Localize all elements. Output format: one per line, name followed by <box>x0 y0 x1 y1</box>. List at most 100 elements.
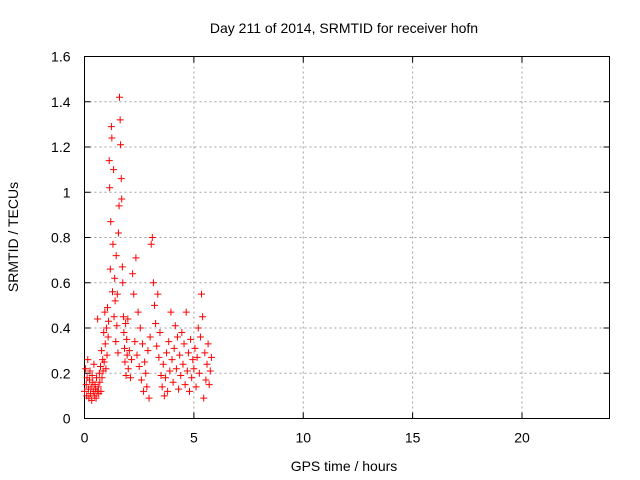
x-tick-label: 0 <box>81 430 89 446</box>
data-point <box>194 324 202 332</box>
data-point <box>191 344 199 352</box>
data-point <box>106 265 114 273</box>
data-point <box>153 342 161 350</box>
data-point <box>105 317 113 325</box>
data-point <box>87 383 95 391</box>
data-point <box>113 322 121 330</box>
data-point <box>109 240 117 248</box>
data-point <box>168 356 176 364</box>
data-point <box>181 381 189 389</box>
data-point <box>119 313 127 321</box>
data-point <box>101 308 109 316</box>
y-tick-label: 0 <box>63 411 71 427</box>
data-point <box>111 297 119 305</box>
data-point <box>94 383 102 391</box>
data-point <box>110 166 118 174</box>
data-point <box>155 353 163 361</box>
data-point <box>134 308 142 316</box>
data-point <box>108 134 116 142</box>
data-point <box>102 365 110 373</box>
data-point <box>148 234 156 241</box>
data-point <box>135 362 143 370</box>
data-point <box>170 344 178 352</box>
data-point <box>112 338 120 346</box>
data-point <box>169 378 177 386</box>
data-point <box>196 333 204 341</box>
y-tick-label: 0.2 <box>51 365 71 381</box>
data-point <box>164 387 172 395</box>
data-point <box>88 396 96 404</box>
data-point <box>117 141 125 149</box>
data-point <box>117 175 125 183</box>
data-point <box>165 338 173 346</box>
data-point <box>152 319 160 327</box>
data-point <box>199 313 207 321</box>
data-point <box>171 322 179 330</box>
data-point <box>118 195 126 203</box>
y-tick-label: 0.6 <box>51 275 71 291</box>
data-point <box>114 229 122 237</box>
data-point <box>121 358 129 366</box>
data-point <box>129 270 137 278</box>
data-point <box>175 385 183 393</box>
data-point <box>189 356 197 364</box>
data-point <box>81 387 88 395</box>
data-point <box>107 218 115 226</box>
x-axis-label: GPS time / hours <box>291 458 398 474</box>
data-point <box>141 358 149 366</box>
data-point <box>146 333 154 341</box>
data-point <box>94 315 102 323</box>
data-point <box>115 202 123 210</box>
data-point <box>92 394 100 402</box>
data-point <box>128 356 136 364</box>
tick-labels: 0 0.2 0.4 0.6 0.8 1 1.2 1.4 1.6 0 5 10 15 20 <box>51 49 530 446</box>
data-point <box>88 372 96 380</box>
data-point <box>137 376 145 384</box>
x-tick-label: 20 <box>514 430 530 446</box>
data-point <box>160 392 168 400</box>
data-point <box>143 383 151 391</box>
data-point <box>100 358 108 366</box>
data-point <box>105 157 113 165</box>
data-point <box>167 308 175 316</box>
data-point <box>100 329 108 337</box>
chart-title: Day 211 of 2014, SRMTID for receiver hof… <box>210 20 478 36</box>
data-point <box>103 304 111 312</box>
data-point <box>138 340 146 348</box>
data-point <box>113 290 121 298</box>
data-point <box>198 290 206 298</box>
data-point <box>156 329 164 337</box>
data-point <box>158 383 166 391</box>
data-point <box>187 335 195 343</box>
data-point <box>120 329 128 337</box>
data-point <box>96 378 104 386</box>
data-point <box>183 367 191 375</box>
data-point <box>132 254 140 262</box>
data-point <box>202 376 210 384</box>
data-point <box>96 362 104 370</box>
data-point <box>172 365 180 373</box>
data-point <box>104 333 112 341</box>
y-tick-label: 1.6 <box>51 49 71 65</box>
data-point <box>177 372 185 380</box>
data-point <box>125 347 133 355</box>
data-point <box>124 315 132 323</box>
data-point <box>84 356 92 364</box>
y-tick-label: 0.4 <box>51 320 71 336</box>
data-point <box>159 360 167 368</box>
data-point <box>140 387 148 395</box>
data-point <box>136 324 144 332</box>
data-point <box>173 333 181 341</box>
y-axis-label: SRMTID / TECUs <box>5 182 21 292</box>
data-point <box>118 263 126 271</box>
data-point <box>180 340 188 348</box>
data-point <box>103 351 111 359</box>
data-points <box>81 93 215 404</box>
data-point <box>111 274 119 282</box>
data-point <box>178 329 186 337</box>
data-point <box>126 374 134 382</box>
data-point <box>98 347 106 355</box>
data-point <box>122 372 130 380</box>
data-point <box>195 369 203 377</box>
